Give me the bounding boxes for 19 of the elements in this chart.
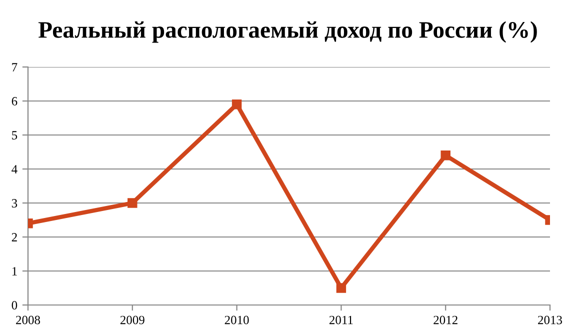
- y-tick-label: 0: [12, 301, 18, 310]
- point: [440, 150, 450, 160]
- y-tick-label: 4: [12, 165, 18, 174]
- x-tick-label: 2009: [120, 316, 144, 324]
- x-tick-label: 2011: [329, 316, 353, 324]
- x-tick-label: 2010: [224, 316, 249, 324]
- chart-title: Реальный распологаемый доход по России (%): [38, 21, 537, 43]
- y-tick-label: 1: [12, 267, 17, 276]
- y-tick-label: 5: [12, 131, 18, 140]
- point: [336, 283, 346, 293]
- x-tick-label: 2012: [434, 316, 458, 324]
- point: [232, 100, 242, 110]
- x-tick-label: 2008: [16, 316, 40, 324]
- x-tick-label: 2013: [538, 316, 562, 324]
- point: [128, 198, 138, 208]
- y-tick-label: 2: [12, 233, 17, 242]
- y-tick-label: 6: [12, 97, 18, 106]
- y-tick-label: 7: [12, 63, 18, 72]
- y-tick-label: 3: [12, 199, 18, 208]
